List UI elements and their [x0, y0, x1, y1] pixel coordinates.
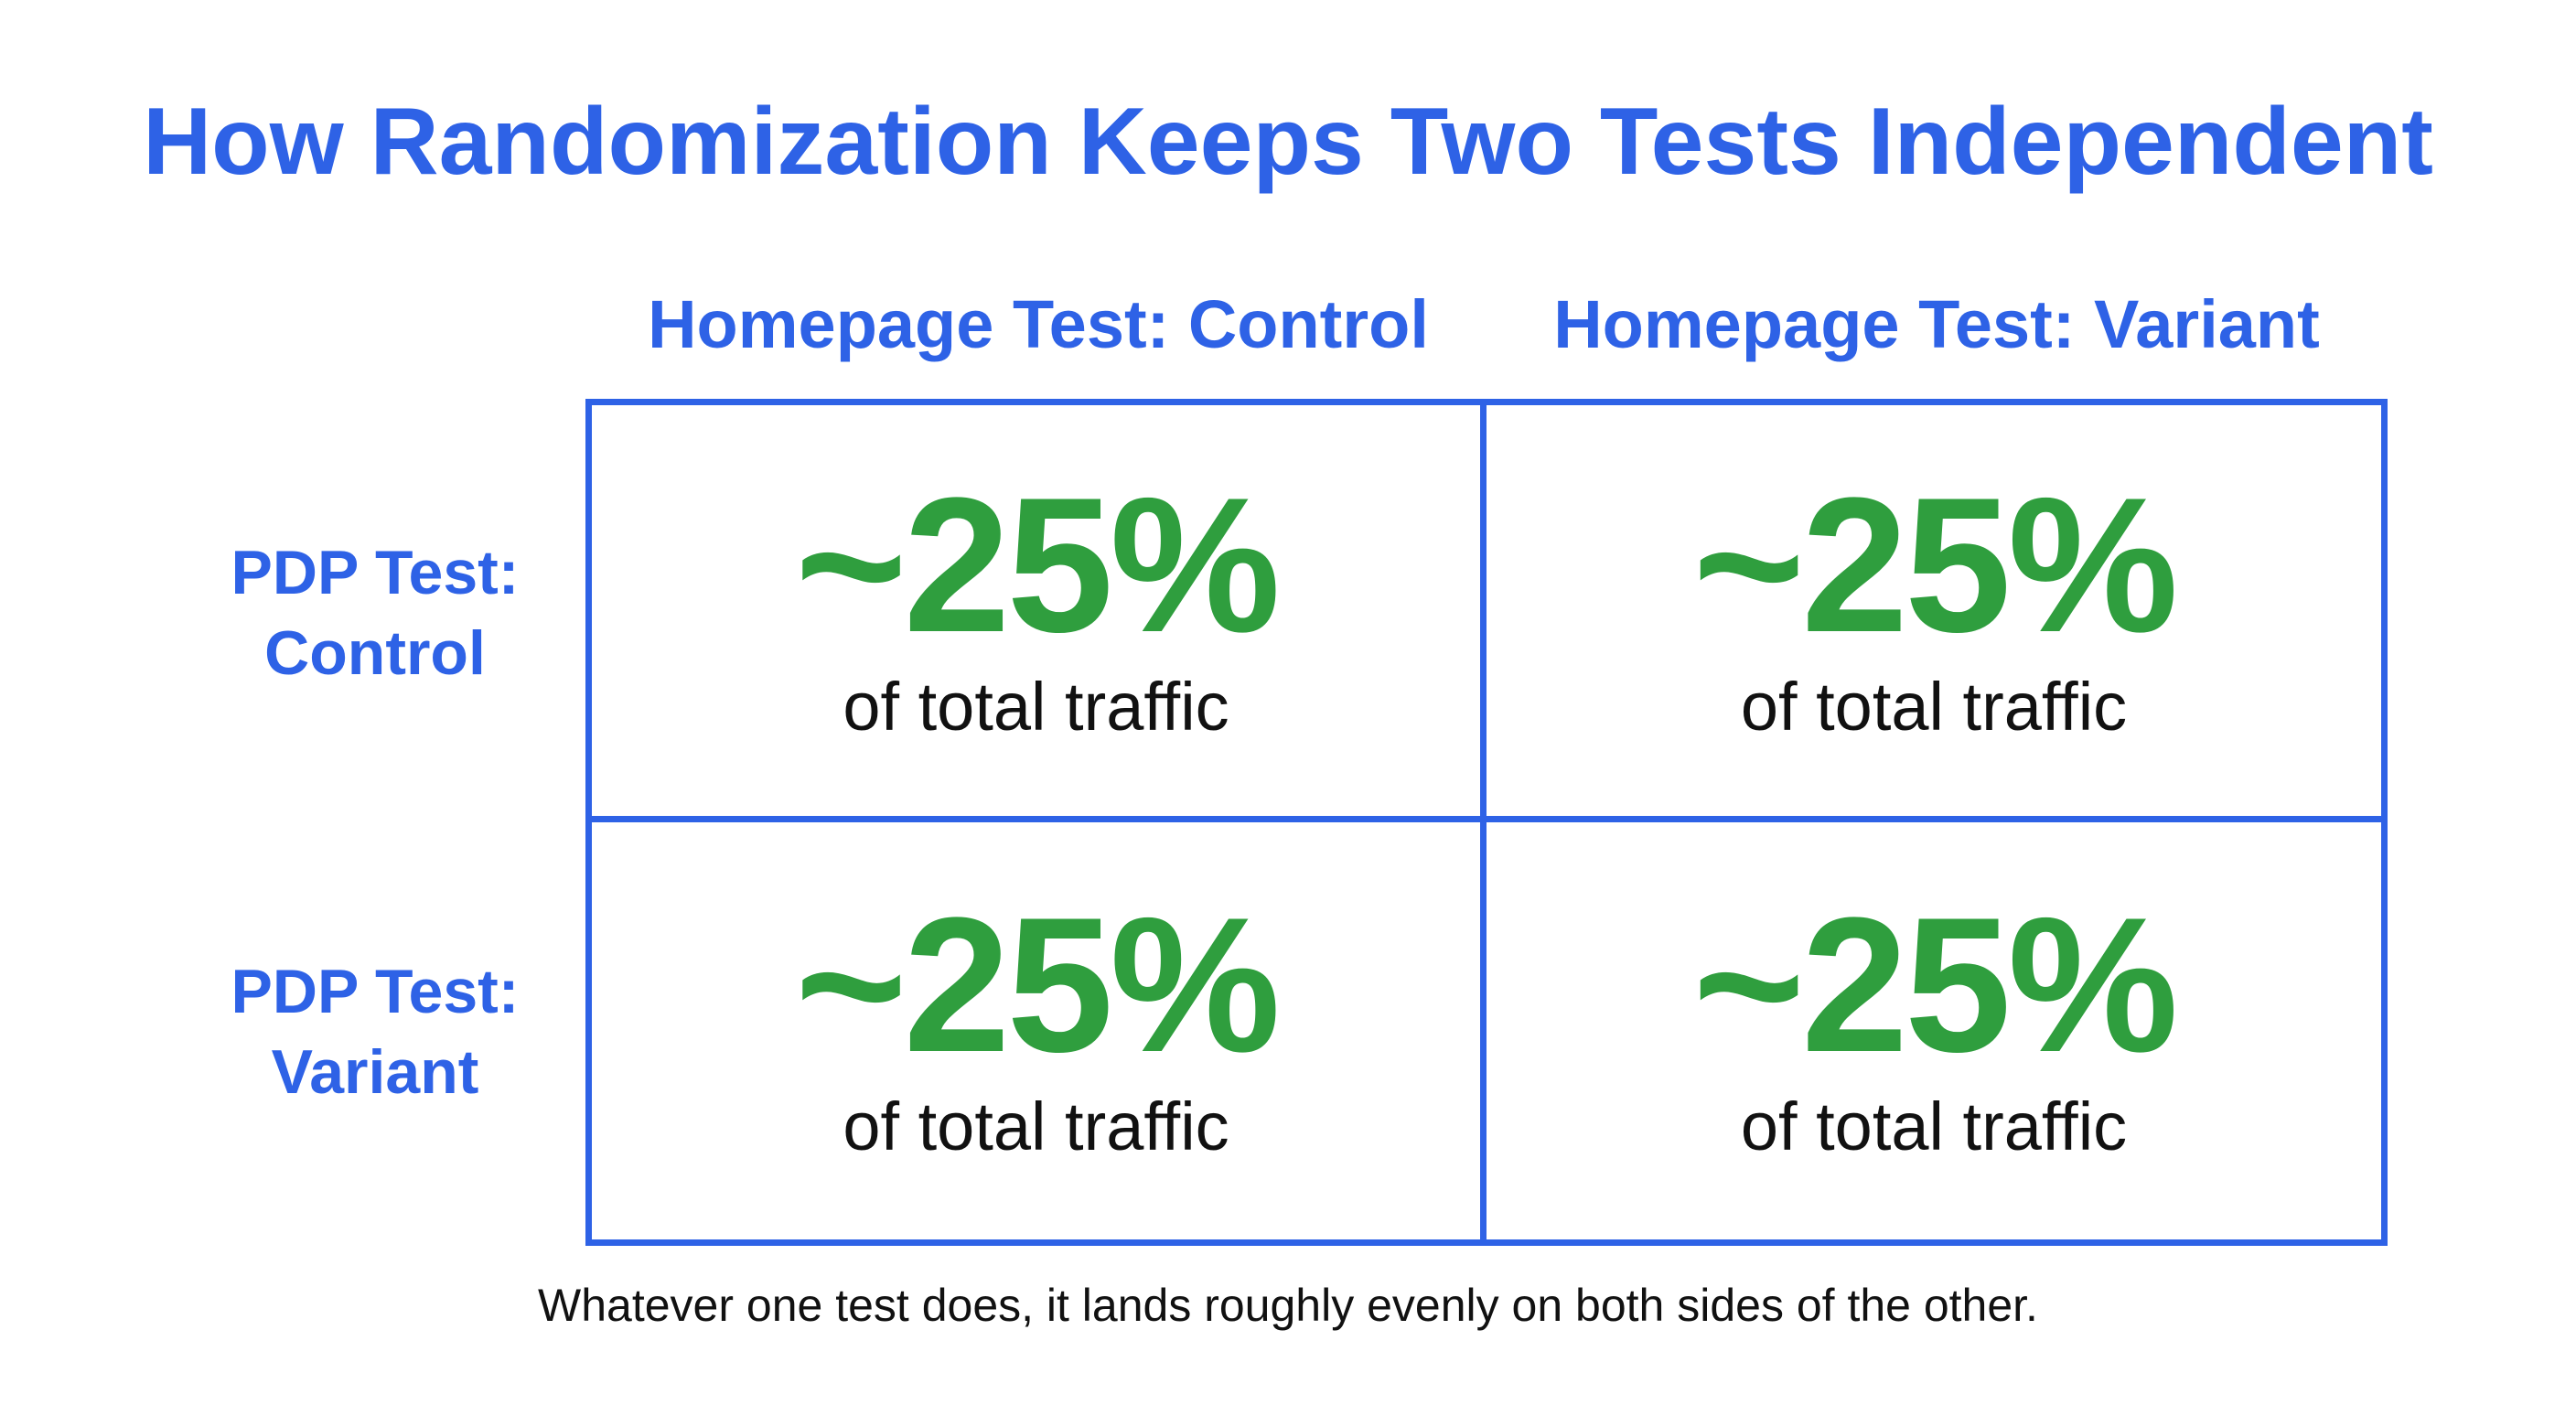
row-header-pdp-variant: PDP Test: Variant [137, 951, 613, 1134]
cell-label: of total traffic [843, 1089, 1229, 1164]
diagram-title: How Randomization Keeps Two Tests Indepe… [143, 89, 2433, 195]
row-header-line: Variant [271, 1037, 479, 1107]
cell-percentage: ~25% [1692, 456, 2179, 672]
cell-pdp-variant-homepage-variant: ~25% of total traffic [1487, 822, 2381, 1239]
cell-pdp-variant-homepage-control: ~25% of total traffic [592, 822, 1487, 1239]
cell-percentage: ~25% [795, 456, 1281, 672]
row-header-pdp-control: PDP Test: Control [137, 532, 613, 715]
column-header-homepage-variant: Homepage Test: Variant [1553, 286, 2320, 362]
footer-caption: Whatever one test does, it lands roughly… [538, 1280, 2038, 1331]
cell-label: of total traffic [1740, 1089, 2128, 1164]
row-header-line: Control [264, 618, 486, 688]
row-header-line: PDP Test: [231, 957, 520, 1026]
cell-label: of total traffic [1740, 668, 2128, 745]
traffic-split-grid: ~25% of total traffic ~25% of total traf… [585, 399, 2388, 1246]
cell-pdp-control-homepage-control: ~25% of total traffic [592, 405, 1487, 822]
row-header-line: PDP Test: [231, 538, 520, 607]
cell-percentage: ~25% [1692, 877, 2179, 1092]
column-header-homepage-control: Homepage Test: Control [648, 286, 1429, 362]
cell-percentage: ~25% [795, 877, 1281, 1092]
cell-pdp-control-homepage-variant: ~25% of total traffic [1487, 405, 2381, 822]
cell-label: of total traffic [843, 668, 1229, 745]
